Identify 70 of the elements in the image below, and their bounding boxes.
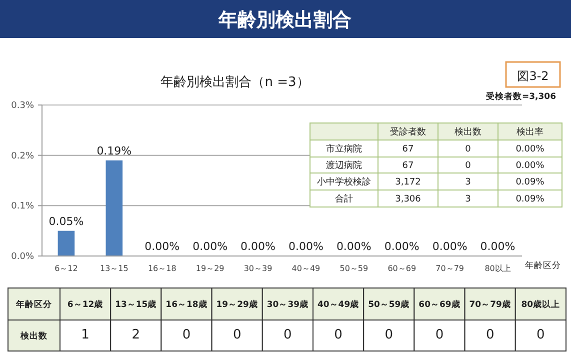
data-label: 0.00%	[432, 240, 468, 253]
x-axis-title: 年齢区分	[525, 260, 561, 271]
category-label: 60～69歳	[418, 299, 460, 310]
x-tick-label: 50～59	[340, 264, 368, 273]
y-tick-label: 0.1%	[11, 202, 34, 212]
category-label: 小中学校検診	[317, 178, 371, 188]
text: 67	[402, 161, 414, 172]
text: 年齢別検出割合	[218, 9, 352, 31]
text: 0	[465, 161, 471, 172]
data-label: 0.05%	[48, 214, 84, 228]
text: 1	[81, 328, 90, 343]
x-tick-label: 60～69	[388, 264, 416, 273]
x-tick-label: 30～39	[244, 264, 272, 273]
text: 3	[465, 178, 471, 188]
y-tick-label: 0.0%	[11, 252, 34, 262]
x-tick-label: 19～29	[196, 264, 224, 273]
text: 0.09%	[516, 194, 544, 205]
category-label: 6～12歳	[67, 299, 104, 310]
text: 0	[182, 328, 191, 343]
category-label: 検出率	[516, 126, 544, 138]
category-label: 50～59歳	[368, 299, 410, 310]
text: 0	[384, 328, 394, 343]
category-label: 16～18歳	[166, 299, 208, 310]
data-label: 0.00%	[192, 240, 228, 253]
text: 3	[465, 194, 471, 205]
text: 年齢区分	[15, 299, 53, 310]
text: 0.00%	[516, 144, 544, 155]
category-label: 検出数	[454, 126, 482, 138]
data-label: 0.00%	[288, 240, 324, 253]
text: 2	[132, 328, 140, 343]
text: 67	[402, 144, 414, 155]
data-label: 0.00%	[384, 240, 420, 253]
category-label: 70～79歳	[469, 299, 511, 310]
data-label: 0.00%	[336, 240, 372, 253]
category-label: 30～39歳	[266, 299, 309, 310]
text: 0	[435, 328, 444, 343]
text: 0.09%	[516, 178, 544, 188]
category-label: 受診者数	[390, 126, 426, 138]
category-label: 19～29歳	[216, 299, 258, 310]
text: 0	[536, 328, 545, 343]
x-tick-label: 16～18	[148, 264, 176, 273]
y-tick-label: 0.2%	[11, 151, 34, 162]
text: 3,306	[395, 194, 421, 205]
x-tick-label: 6～12	[54, 264, 78, 273]
caption: 図3-2	[517, 69, 549, 83]
category-label: 13～15歳	[115, 299, 157, 310]
x-tick-label: 70～79	[436, 264, 464, 273]
data-label: 0.00%	[480, 240, 516, 253]
category-label: 80歳以上	[521, 299, 560, 310]
category-label: 市立病院	[326, 144, 362, 155]
x-tick-label: 40～49	[292, 264, 320, 273]
text: 0.00%	[516, 161, 544, 172]
data-label: 0.19%	[96, 144, 132, 158]
data-label: 0.00%	[240, 240, 276, 253]
text: 0	[232, 328, 242, 343]
category-label: 40～49歳	[317, 299, 360, 310]
category-label: 合計	[335, 194, 353, 205]
text: 0	[334, 328, 342, 343]
text: 0	[486, 328, 494, 343]
x-tick-label: 13～15	[100, 264, 128, 273]
category-label: 渡辺病院	[326, 161, 362, 172]
text: 受検者数=3,306	[484, 91, 556, 102]
chart-title: 年齢別検出割合（n =3）	[160, 75, 310, 90]
data-label: 0.00%	[144, 240, 180, 253]
category-label: 検出数	[20, 332, 48, 342]
x-tick-label: 80以上	[484, 264, 511, 273]
text: 3,172	[395, 178, 421, 188]
text: 0	[284, 328, 292, 343]
text: 0	[465, 144, 471, 155]
y-tick-label: 0.3%	[11, 101, 34, 111]
